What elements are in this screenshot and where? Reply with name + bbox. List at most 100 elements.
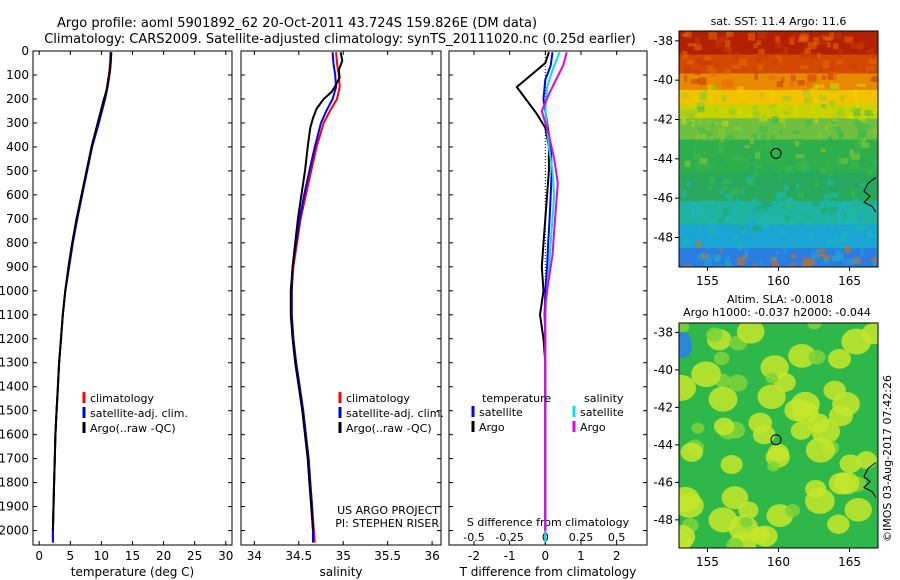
sst-patch — [719, 248, 723, 253]
sst-patch — [850, 258, 858, 264]
sst-patch — [753, 241, 757, 245]
sst-patch — [713, 224, 722, 228]
top-tick-label: 0.25 — [569, 531, 594, 544]
sst-patch — [854, 144, 861, 152]
sla-eddy — [823, 380, 846, 401]
sst-patch — [837, 226, 844, 233]
sst-patch — [696, 226, 701, 230]
sst-patch — [781, 170, 791, 178]
sst-patch — [708, 229, 717, 236]
sst-patch — [826, 164, 831, 168]
sst-patch — [844, 36, 854, 43]
sst-patch — [864, 187, 871, 193]
legend-label: climatology — [346, 392, 410, 405]
sst-patch — [845, 264, 851, 267]
sst-patch — [826, 239, 834, 246]
x-tick-label: 36 — [424, 549, 439, 563]
sst-patch — [729, 189, 738, 195]
sst-patch — [717, 109, 724, 113]
series-line-2-1 — [515, 51, 550, 531]
sst-patch — [814, 118, 819, 124]
sst-patch — [839, 234, 846, 242]
sst-patch — [773, 110, 777, 115]
sst-patch — [835, 211, 844, 219]
sla-eddy — [807, 323, 822, 330]
sst-patch — [822, 36, 830, 40]
sla-eddy — [738, 501, 759, 519]
sst-patch — [807, 242, 815, 247]
sst-patch — [708, 176, 716, 183]
sst-patch — [777, 175, 785, 182]
sla-eddy — [679, 525, 696, 548]
x-tick-label: 2 — [613, 549, 621, 563]
sst-patch — [697, 127, 705, 131]
sst-patch — [790, 262, 796, 267]
y-tick-label: 700 — [6, 212, 29, 226]
sla-eddy — [713, 417, 735, 436]
sst-patch — [727, 47, 732, 55]
imos-timestamp: ©IMOS 03-Aug-2017 07:42:26 — [881, 375, 894, 542]
sst-patch — [759, 126, 769, 133]
sst-patch — [822, 254, 831, 260]
sst-patch — [825, 125, 829, 129]
sst-patch — [709, 220, 714, 226]
sst-patch — [758, 48, 765, 55]
sst-patch — [757, 31, 767, 39]
sst-patch — [792, 108, 800, 116]
sla-eddy — [708, 386, 738, 412]
sst-patch — [756, 40, 762, 45]
sst-patch — [796, 162, 803, 171]
sst-patch — [746, 220, 752, 226]
sst-patch — [804, 92, 809, 98]
sst-patch — [697, 232, 704, 237]
sst-patch — [782, 121, 787, 129]
series-line-1-1 — [290, 52, 338, 543]
sst-patch — [825, 216, 831, 224]
plot-frame — [32, 50, 233, 546]
sst-patch — [691, 224, 696, 229]
sst-patch — [768, 237, 773, 245]
map-y-tick-label: -38 — [653, 325, 673, 339]
sst-patch — [723, 215, 733, 220]
sst-patch — [868, 162, 873, 167]
sst-patch — [791, 130, 800, 135]
sst-patch — [854, 120, 861, 127]
sst-patch — [697, 106, 705, 113]
sla-eddy — [757, 384, 786, 409]
sst-patch — [722, 48, 732, 52]
sst-patch — [848, 112, 854, 120]
sst-patch — [829, 32, 835, 40]
sst-patch — [715, 40, 723, 47]
sst-patch — [813, 91, 817, 100]
sst-patch — [812, 198, 820, 206]
sst-patch — [724, 178, 733, 184]
sst-patch — [856, 224, 865, 232]
sst-patch — [751, 133, 758, 141]
sst-patch — [850, 162, 859, 170]
sst-map-panel: 155 160 165 -38 -40 -42 -44 -46 -48 sat. SST: 11.… — [653, 15, 879, 288]
series-line-2-2 — [544, 51, 561, 543]
sst-patch — [756, 180, 760, 188]
y-tick-label: 600 — [6, 188, 29, 202]
sst-patch — [747, 168, 755, 174]
map-x-tick-label: 155 — [696, 555, 719, 569]
sst-patch — [800, 182, 808, 190]
sla-eddy — [727, 374, 748, 392]
x-axis-label: temperature (deg C) — [71, 565, 194, 579]
sst-patch — [760, 202, 768, 211]
sst-patch — [700, 235, 705, 241]
sst-patch — [837, 49, 843, 58]
sst-patch — [718, 141, 722, 148]
top-tick-label: -0.25 — [495, 531, 523, 544]
sst-patch — [704, 56, 712, 62]
sst-patch — [799, 65, 809, 69]
sst-patch — [791, 34, 796, 42]
y-tick-label: 2000 — [0, 524, 29, 538]
sst-patch — [732, 155, 741, 161]
sst-patch — [832, 115, 838, 123]
sst-patch — [872, 128, 878, 135]
x-tick-label: 1 — [577, 549, 585, 563]
sst-patch — [738, 108, 743, 116]
sst-patch — [814, 97, 820, 105]
